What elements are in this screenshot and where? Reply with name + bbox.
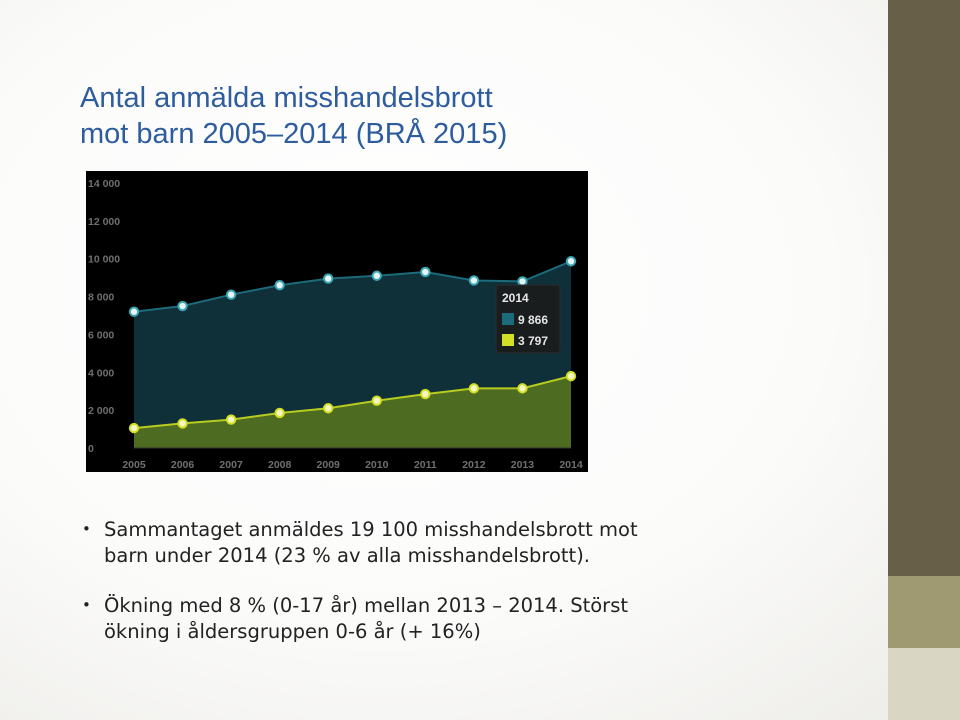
- bullet-dot-icon: •: [82, 596, 91, 614]
- tooltip-swatch: [502, 313, 514, 325]
- x-tick-label: 2009: [317, 459, 341, 471]
- title-line-1: Antal anmälda misshandelsbrott: [80, 82, 493, 114]
- point-young-2008: [274, 407, 285, 419]
- x-tick-label: 2010: [365, 459, 389, 471]
- side-strip-light: [888, 648, 960, 720]
- area-chart: 0 2 000 4 000 6 000 8 000 10 000 12 000 14 000 2…: [86, 171, 588, 472]
- series-total-line: [133, 260, 572, 313]
- bullet-dot-icon: •: [82, 520, 91, 538]
- point-young-2014: [565, 370, 577, 382]
- slide-title: Antal anmälda misshandelsbrott mot barn …: [80, 80, 780, 152]
- decorative-side-strip: [888, 0, 960, 720]
- x-tick-label: 2008: [268, 459, 292, 471]
- title-line-2: mot barn 2005–2014 (BRÅ 2015): [80, 118, 508, 150]
- point-young-2010: [371, 395, 382, 406]
- point-total-2011: [420, 266, 431, 278]
- tooltip-value: 3 797: [518, 334, 548, 348]
- point-young-2011: [420, 388, 431, 400]
- series-young-line: [133, 375, 572, 430]
- y-tick-label: 2 000: [88, 405, 114, 417]
- x-tick-label: 2014: [559, 459, 583, 471]
- point-young-2009: [323, 403, 334, 414]
- y-tick-label: 6 000: [88, 329, 114, 341]
- x-tick-label: 2006: [171, 459, 195, 471]
- point-total-2006: [177, 300, 188, 312]
- point-total-2007: [225, 289, 237, 300]
- point-total-2005: [128, 306, 140, 317]
- bullet-2-line-2: ökning i åldersgruppen 0-6 år (+ 16%): [104, 620, 481, 643]
- series-young-area: [134, 376, 571, 448]
- side-strip-dark: [888, 0, 960, 576]
- point-total-2012: [468, 275, 480, 286]
- point-total-2009: [323, 273, 334, 284]
- point-total-2008: [274, 280, 285, 291]
- y-tick-label: 8 000: [88, 292, 114, 304]
- point-total-2010: [371, 270, 382, 281]
- x-tick-label: 2005: [122, 459, 146, 471]
- x-tick-label: 2013: [511, 459, 535, 471]
- bullet-item-2: • Ökning med 8 % (0-17 år) mellan 2013 –…: [82, 593, 662, 645]
- tooltip-value: 9 866: [518, 313, 548, 327]
- y-tick-label: 0: [88, 443, 94, 455]
- point-young-2006: [177, 418, 188, 429]
- tooltip: 2014 9 866 3 797: [495, 284, 561, 354]
- y-tick-label: 4 000: [88, 367, 114, 379]
- point-young-2007: [225, 414, 237, 425]
- x-tick-label: 2012: [462, 459, 486, 471]
- point-total-2014: [565, 256, 577, 267]
- bullet-item-1: • Sammantaget anmäldes 19 100 misshandel…: [82, 517, 662, 569]
- y-tick-label: 12 000: [88, 216, 120, 228]
- chart-container: 0 2 000 4 000 6 000 8 000 10 000 12 000 14 000 2…: [86, 171, 588, 472]
- tooltip-year: 2014: [502, 291, 529, 305]
- point-young-2005: [128, 422, 140, 434]
- bullet-1-line-1: Sammantaget anmäldes 19 100 misshandelsb…: [104, 518, 638, 541]
- bullet-1-line-2: barn under 2014 (23 % av alla misshandel…: [104, 544, 591, 567]
- y-tick-label: 14 000: [88, 178, 120, 190]
- bullet-2-line-1: Ökning med 8 % (0-17 år) mellan 2013 – 2…: [104, 594, 628, 617]
- x-tick-label: 2007: [219, 459, 243, 471]
- point-total-2013: [517, 276, 528, 287]
- point-young-2012: [468, 383, 480, 394]
- y-tick-label: 10 000: [88, 254, 120, 266]
- x-tick-label: 2011: [414, 459, 437, 471]
- point-young-2013: [517, 383, 528, 394]
- side-strip-accent: [888, 576, 960, 648]
- bullet-list: • Sammantaget anmäldes 19 100 misshandel…: [82, 517, 662, 645]
- tooltip-swatch: [502, 334, 514, 346]
